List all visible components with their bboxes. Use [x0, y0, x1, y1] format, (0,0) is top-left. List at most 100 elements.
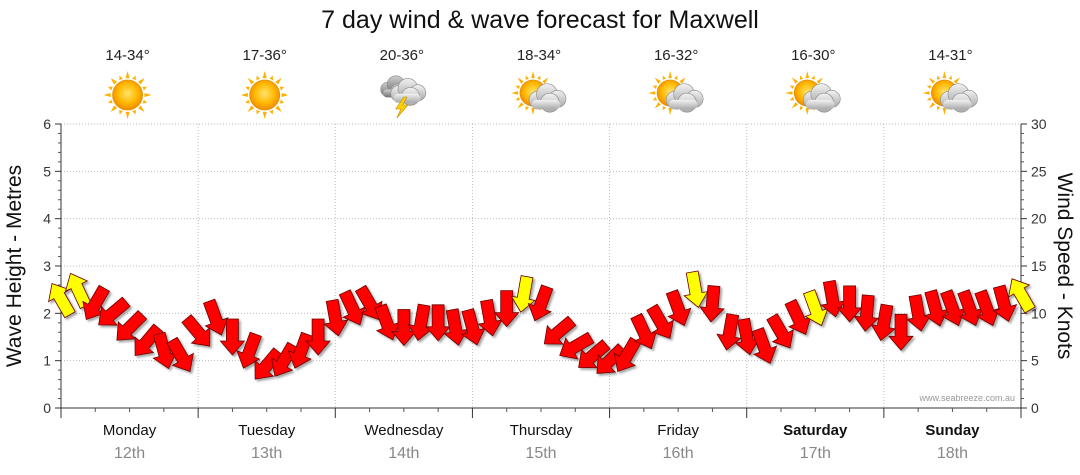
wind-arrow-shape: [305, 318, 331, 356]
wind-arrow-shape: [543, 315, 577, 345]
wind-arrow: [166, 336, 194, 373]
y-right-tick-label: 0: [1031, 400, 1039, 416]
y-left-tick-label: 6: [43, 116, 51, 132]
y-left-tick-label: 5: [43, 163, 51, 179]
wind-arrow-shape: [992, 284, 1018, 322]
wind-arrow-shape: [716, 313, 742, 351]
day-name-label: Saturday: [783, 422, 848, 439]
wind-arrow: [354, 284, 383, 321]
day-date-label: 12th: [114, 445, 145, 462]
wind-arrow: [853, 294, 880, 332]
day-date-label: 18th: [937, 445, 968, 462]
partly-cloudy-icon: [511, 71, 567, 115]
wind-arrow-shape: [974, 289, 1001, 327]
wind-arrow: [338, 289, 366, 326]
wind-arrow-shape: [683, 270, 709, 309]
wind-arrow: [493, 290, 520, 328]
wind-arrow-shape: [254, 347, 284, 380]
wind-arrow: [98, 296, 131, 326]
sun-rays: [240, 71, 289, 119]
wind-arrow-shape: [236, 331, 262, 369]
sun-disc: [112, 79, 143, 111]
y-left-tick-label: 1: [43, 353, 51, 369]
y-right-tick-label: 25: [1031, 163, 1047, 179]
wind-arrow-shape: [134, 323, 164, 356]
wind-arrow: [992, 284, 1018, 322]
day-name-label: Thursday: [510, 422, 573, 439]
y-axis-right-title: Wind Speed - Knots: [1053, 173, 1076, 360]
day-name-label: Wednesday: [364, 422, 443, 439]
wind-arrow: [1008, 278, 1036, 314]
partly-cloudy-icon: [785, 71, 841, 115]
day-name-label: Friday: [657, 422, 699, 439]
day-name-label: Tuesday: [238, 422, 295, 439]
day-date-label: 15th: [525, 445, 556, 462]
y-left-tick-label: 4: [43, 211, 51, 227]
wind-arrow-shape: [665, 289, 692, 327]
day-date-label: 14th: [388, 445, 419, 462]
wind-arrow: [751, 327, 778, 364]
wind-arrow: [836, 285, 863, 323]
y-left-tick-label: 0: [43, 400, 51, 416]
weather-row: 14-34° 17-36° 20-36° 18-34° 16-32° 16-30° 14-3…: [103, 47, 978, 119]
day-date-label: 13th: [251, 445, 282, 462]
wind-arrow: [202, 298, 229, 336]
wind-arrow: [766, 313, 794, 349]
wind-arrow-shape: [1008, 278, 1036, 314]
y-left-tick-label: 3: [43, 258, 51, 274]
wind-arrow-shape: [578, 339, 611, 369]
y-axis-left-title: Wave Height - Metres: [3, 165, 26, 367]
wind-arrow-shape: [596, 343, 628, 374]
wind-arrow-shape: [699, 285, 725, 323]
temperature-range: 14-34°: [105, 47, 149, 64]
y-right-tick-label: 20: [1031, 211, 1047, 227]
wind-arrow: [578, 339, 611, 369]
wind-arrow-shape: [270, 341, 299, 377]
y-right-tick-label: 10: [1031, 305, 1047, 321]
wind-arrow-shape: [751, 327, 778, 364]
credit-text: www.seabreeze.com.au: [918, 393, 1015, 403]
wind-arrow-shape: [510, 275, 536, 313]
wind-arrow: [596, 343, 628, 374]
day-labels: Monday 12th Tuesday 13th Wednesday 14th Thursd…: [103, 422, 980, 462]
wind-arrow: [510, 275, 536, 313]
wind-arrow: [305, 318, 331, 356]
storm-cloud-icon: [380, 75, 427, 119]
temperature-range: 20-36°: [380, 47, 424, 64]
temperature-range: 16-32°: [654, 47, 698, 64]
wind-arrow-shape: [527, 284, 554, 322]
wind-arrow-shape: [323, 298, 349, 337]
wind-arrow: [559, 331, 595, 360]
wind-arrow: [323, 298, 349, 337]
wind-arrow-shape: [202, 298, 229, 336]
sun-icon: [240, 71, 289, 119]
partly-cloudy-icon: [922, 71, 978, 115]
wind-arrow: [219, 318, 246, 356]
wind-arrow: [134, 323, 164, 356]
wind-arrow-shape: [559, 331, 595, 360]
day-date-label: 17th: [800, 445, 831, 462]
wind-arrow-shape: [836, 285, 863, 323]
lightning-bolt: [395, 96, 409, 119]
temperature-range: 16-30°: [791, 47, 835, 64]
wind-arrow-shape: [166, 336, 194, 373]
wind-arrow: [974, 289, 1001, 327]
wind-arrow-shape: [766, 313, 794, 349]
wind-arrow: [543, 315, 577, 345]
y-right-tick-label: 15: [1031, 258, 1047, 274]
wind-arrow: [870, 303, 896, 342]
partly-cloudy-icon: [648, 71, 704, 115]
wind-arrow: [646, 303, 674, 339]
wind-arrow-shape: [338, 289, 366, 326]
wind-arrow-shape: [98, 296, 131, 326]
temperature-range: 18-34°: [517, 47, 561, 64]
wind-arrow: [699, 285, 725, 323]
wind-arrow-shape: [219, 318, 246, 356]
wind-arrow: [888, 313, 914, 351]
wind-arrow-shape: [853, 294, 880, 332]
wind-arrows: [48, 270, 1036, 380]
wind-arrow: [716, 313, 742, 351]
wind-arrow: [270, 341, 299, 377]
temperature-range: 14-31°: [928, 47, 972, 64]
wind-arrow-shape: [870, 303, 896, 342]
